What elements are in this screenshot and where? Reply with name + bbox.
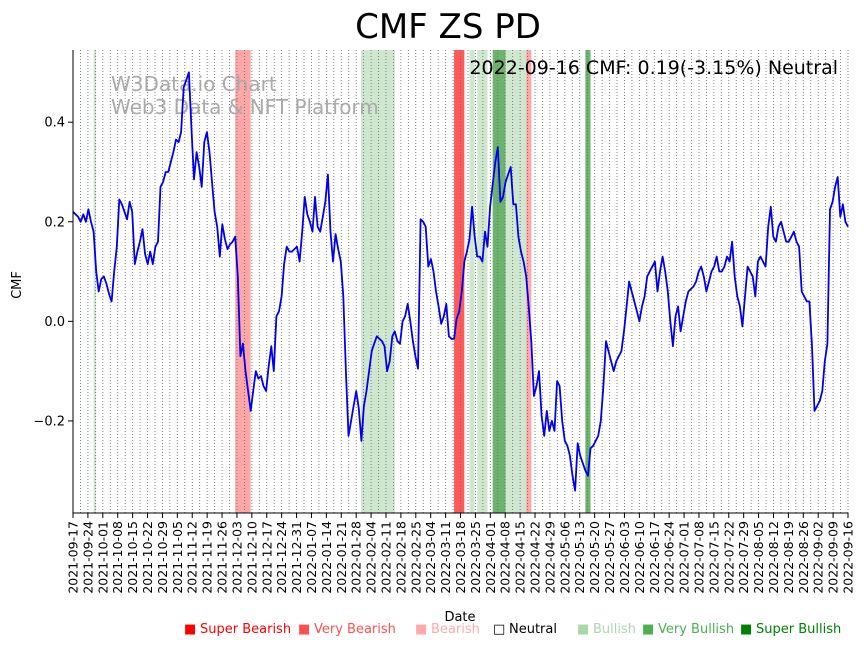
- band-bearish-1: [235, 50, 251, 513]
- x-tick-label-33: 2022-05-06: [557, 521, 572, 594]
- x-tick-label-1: 2021-09-24: [80, 521, 95, 594]
- cmf-series: [72, 71, 849, 492]
- y-tick-label-3: 0.4: [44, 116, 65, 131]
- x-ticks: 2021-09-17 2021-09-24 2021-10-01 2021-10-08…: [66, 513, 856, 594]
- legend-label-1: Very Bearish: [314, 622, 396, 637]
- legend-label-0: Super Bearish: [200, 622, 291, 637]
- x-tick-label-21: 2022-02-11: [378, 521, 393, 594]
- x-tick-label-12: 2021-12-10: [244, 521, 259, 594]
- legend-marker-6: ■: [740, 622, 752, 637]
- legend-marker-4: ■: [577, 622, 589, 637]
- x-tick-label-8: 2021-11-12: [185, 521, 200, 594]
- y-axis-label: CMF: [10, 271, 25, 299]
- legend-marker-2: ■: [415, 622, 427, 637]
- x-tick-label-35: 2022-05-20: [587, 521, 602, 594]
- x-tick-label-16: 2022-01-07: [304, 521, 319, 594]
- chart-title: CMF ZS PD: [355, 7, 541, 47]
- x-tick-label-25: 2022-03-11: [438, 521, 453, 594]
- band-bullish-0: [93, 50, 97, 513]
- x-tick-label-37: 2022-06-03: [617, 521, 632, 594]
- band-very-bullish-8: [492, 50, 506, 513]
- x-tick-label-29: 2022-04-08: [498, 521, 513, 594]
- x-tick-label-48: 2022-08-19: [781, 521, 796, 594]
- x-tick-label-45: 2022-07-29: [736, 521, 751, 594]
- band-bullish-7: [477, 50, 488, 513]
- x-tick-label-47: 2022-08-12: [766, 521, 781, 594]
- x-tick-label-22: 2022-02-18: [393, 521, 408, 594]
- x-tick-label-17: 2022-01-14: [319, 521, 334, 594]
- legend-label-2: Bearish: [431, 622, 480, 637]
- x-tick-label-7: 2021-11-05: [170, 521, 185, 594]
- band-bullish-4: [361, 50, 395, 513]
- x-tick-label-26: 2022-03-18: [453, 521, 468, 594]
- legend-label-5: Very Bullish: [658, 622, 734, 637]
- watermark-line-1: W3Data.io Chart: [111, 72, 277, 96]
- x-tick-label-11: 2021-12-03: [229, 521, 244, 594]
- x-tick-label-18: 2022-01-21: [334, 521, 349, 594]
- x-tick-label-15: 2021-12-31: [289, 521, 304, 594]
- legend-marker-5: ■: [642, 622, 654, 637]
- x-tick-label-31: 2022-04-22: [528, 521, 543, 594]
- legend-marker-0: ■: [184, 622, 196, 637]
- watermark: W3Data.io Chart Web3 Data & NFT Platform: [111, 72, 379, 119]
- x-tick-label-34: 2022-05-13: [572, 521, 587, 594]
- cmf-line: [72, 71, 849, 492]
- x-tick-label-43: 2022-07-15: [706, 521, 721, 594]
- y-tick-label-2: 0.2: [44, 215, 65, 230]
- signal-bands: [93, 50, 591, 513]
- x-tick-label-6: 2021-10-29: [155, 521, 170, 594]
- x-tick-label-51: 2022-09-09: [826, 521, 841, 594]
- x-tick-label-4: 2021-10-15: [125, 521, 140, 594]
- x-tick-label-23: 2022-02-25: [408, 521, 423, 594]
- watermark-line-2: Web3 Data & NFT Platform: [111, 95, 379, 119]
- x-tick-label-14: 2021-12-24: [274, 521, 289, 594]
- x-tick-label-50: 2022-09-02: [811, 521, 826, 594]
- y-ticks: −0.2 0.0 0.2 0.4: [33, 116, 73, 429]
- x-tick-label-5: 2021-10-22: [140, 521, 155, 594]
- x-tick-label-20: 2022-02-04: [364, 521, 379, 594]
- legend-label-3: Neutral: [509, 622, 557, 637]
- y-tick-label-0: −0.2: [33, 414, 65, 429]
- x-tick-label-28: 2022-04-01: [483, 521, 498, 594]
- x-tick-label-46: 2022-08-05: [751, 521, 766, 594]
- x-tick-label-52: 2022-09-16: [841, 521, 856, 594]
- x-tick-label-0: 2021-09-17: [66, 521, 81, 594]
- x-tick-label-32: 2022-04-29: [542, 521, 557, 594]
- x-tick-label-44: 2022-07-22: [721, 521, 736, 594]
- x-tick-label-2: 2021-10-01: [95, 521, 110, 594]
- latest-value-annotation: 2022-09-16 CMF: 0.19(-3.15%) Neutral: [469, 57, 838, 79]
- x-tick-label-30: 2022-04-15: [513, 521, 528, 594]
- band-bullish-9: [505, 50, 527, 513]
- x-tick-label-40: 2022-06-24: [662, 521, 677, 594]
- band-bullish-6: [469, 50, 475, 513]
- x-tick-label-13: 2021-12-17: [259, 521, 274, 594]
- legend-marker-1: ■: [298, 622, 310, 637]
- x-tick-label-9: 2021-11-19: [200, 521, 215, 594]
- band-very-bearish-5: [454, 50, 465, 513]
- legend-label-4: Bullish: [593, 622, 636, 637]
- legend-marker-3: □: [493, 622, 505, 637]
- x-tick-label-38: 2022-06-10: [632, 521, 647, 594]
- x-tick-label-24: 2022-03-04: [423, 521, 438, 594]
- x-tick-label-10: 2021-11-26: [215, 521, 230, 594]
- band-bearish-10: [526, 50, 532, 513]
- x-tick-label-41: 2022-07-01: [677, 521, 692, 594]
- x-tick-label-42: 2022-07-08: [691, 521, 706, 594]
- x-tick-label-27: 2022-03-25: [468, 521, 483, 594]
- legend: ■ Super Bearish ■ Very Bearish ■ Bearish □ Neut…: [184, 622, 841, 637]
- x-axis-label: Date: [444, 610, 475, 625]
- x-tick-label-3: 2021-10-08: [110, 521, 125, 594]
- vertical-gridlines: [72, 50, 849, 513]
- x-tick-label-49: 2022-08-26: [796, 521, 811, 594]
- y-tick-label-1: 0.0: [44, 315, 65, 330]
- band-very-bullish-11: [585, 50, 591, 513]
- x-tick-label-39: 2022-06-17: [647, 521, 662, 594]
- x-tick-label-36: 2022-05-27: [602, 521, 617, 594]
- legend-label-6: Super Bullish: [756, 622, 841, 637]
- x-tick-label-19: 2022-01-28: [349, 521, 364, 594]
